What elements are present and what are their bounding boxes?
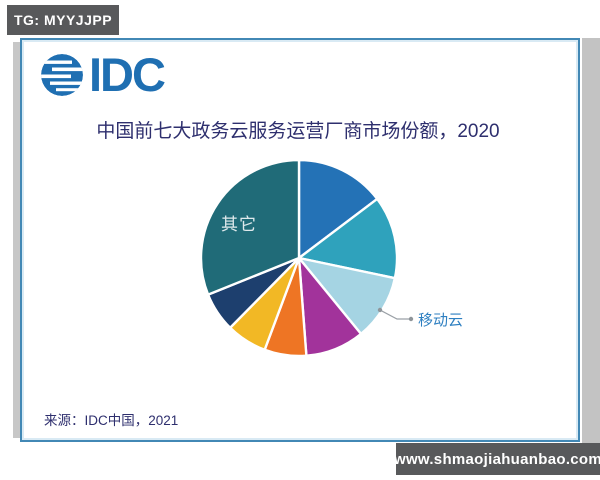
pie-slice [297, 158, 379, 260]
pie-slices [199, 158, 399, 358]
pie-slice [297, 256, 397, 336]
idc-logo-text: IDC [89, 48, 166, 101]
source-note: 来源：IDC中国，2021 [44, 413, 179, 428]
chart-title: 中国前七大政务云服务运营厂商市场份额，2020 [96, 121, 500, 142]
idc-logo: IDC [40, 48, 166, 101]
pie-slice [297, 197, 399, 280]
card-shadow-right [582, 38, 600, 443]
watermark-bar: www.shmaojiahuanbao.com [393, 443, 600, 475]
watermark-text: www.shmaojiahuanbao.com [393, 450, 600, 468]
badge-label: TG: MYYJJPP [13, 12, 113, 28]
card-shadow-left [13, 42, 20, 438]
label-mobile-cloud: 移动云 [418, 312, 464, 329]
label-others: 其它 [221, 215, 257, 234]
callout-line [377, 307, 414, 322]
pie-slice [199, 158, 301, 296]
idc-globe-icon [41, 54, 83, 96]
pie-chart [199, 158, 414, 358]
telegram-badge: TG: MYYJJPP [7, 5, 119, 35]
